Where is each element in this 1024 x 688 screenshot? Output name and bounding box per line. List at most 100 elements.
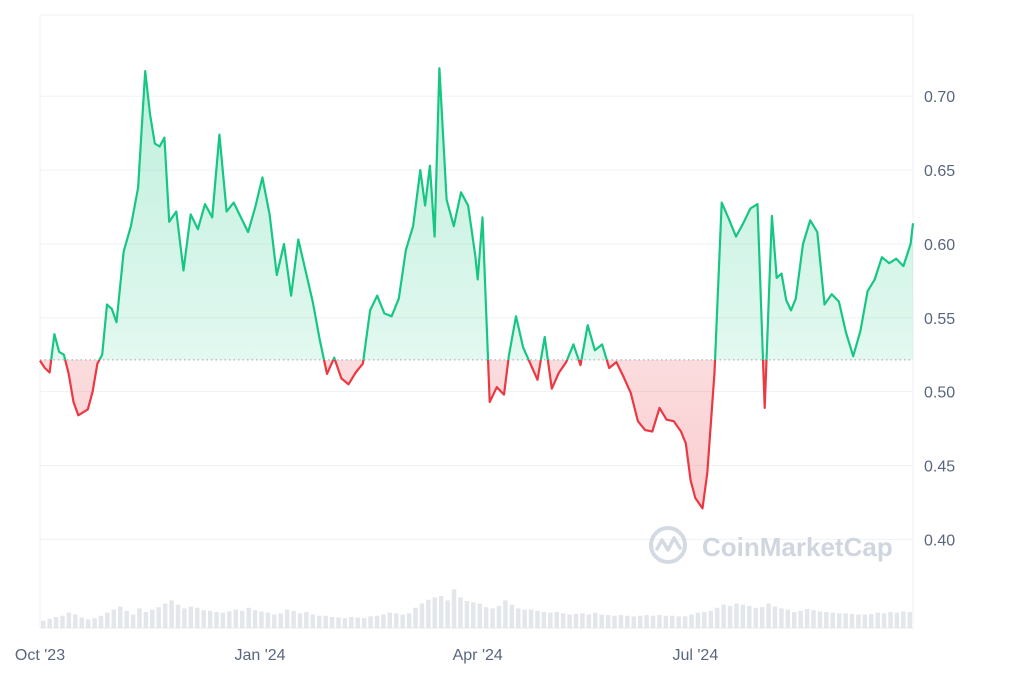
price-point[interactable] [495,385,499,389]
price-point[interactable] [52,332,56,336]
price-point[interactable] [756,202,760,206]
price-point[interactable] [830,292,834,296]
price-point[interactable] [650,430,654,434]
price-point[interactable] [851,354,855,358]
price-point[interactable] [887,261,891,265]
price-point[interactable] [727,217,731,221]
price-point[interactable] [382,311,386,315]
price-point[interactable] [282,242,286,246]
price-point[interactable] [770,214,774,218]
price-point[interactable] [162,136,166,140]
price-point[interactable] [705,471,709,475]
price-point[interactable] [91,390,95,394]
price-point[interactable] [622,375,626,379]
price-point[interactable] [607,366,611,370]
price-point[interactable] [105,303,109,307]
price-point[interactable] [397,297,401,301]
price-point[interactable] [873,277,877,281]
price-point[interactable] [189,212,193,216]
price-point[interactable] [445,198,449,202]
price-point[interactable] [614,360,618,364]
price-point[interactable] [57,350,61,354]
price-point[interactable] [911,221,915,225]
price-point[interactable] [81,410,85,414]
price-point[interactable] [536,378,540,382]
price-point[interactable] [720,201,724,205]
price-point[interactable] [880,255,884,259]
price-point[interactable] [528,362,532,366]
price-point[interactable] [361,362,365,366]
price-point[interactable] [521,345,525,349]
price-point[interactable] [210,215,214,219]
price-point[interactable] [557,371,561,375]
price-point[interactable] [311,300,315,304]
price-point[interactable] [217,133,221,137]
price-point[interactable] [459,190,463,194]
price-point[interactable] [579,363,583,367]
price-point[interactable] [304,269,308,273]
price-point[interactable] [268,212,272,216]
price-point[interactable] [433,235,437,239]
price-point[interactable] [452,224,456,228]
price-point[interactable] [296,238,300,242]
price-point[interactable] [110,307,114,311]
price-point[interactable] [38,359,42,363]
price-point[interactable] [62,353,66,357]
price-point[interactable] [411,224,415,228]
price-point[interactable] [502,393,506,397]
price-point[interactable] [174,210,178,214]
price-point[interactable] [701,506,705,510]
price-point[interactable] [72,400,76,404]
price-point[interactable] [801,242,805,246]
price-point[interactable] [909,242,913,246]
price-point[interactable] [246,230,250,234]
price-point[interactable] [375,294,379,298]
price-point[interactable] [122,249,126,253]
price-point[interactable] [289,294,293,298]
price-point[interactable] [148,112,152,116]
price-point[interactable] [488,400,492,404]
price-point[interactable] [275,273,279,277]
price-point[interactable] [437,66,441,70]
price-point[interactable] [901,264,905,268]
price-point[interactable] [86,407,90,411]
price-point[interactable] [76,413,80,417]
price-point[interactable] [260,176,264,180]
price-point[interactable] [734,235,738,239]
price-point[interactable] [808,218,812,222]
price-point[interactable] [600,342,604,346]
price-point[interactable] [404,248,408,252]
price-point[interactable] [390,314,394,318]
price-point[interactable] [476,277,480,281]
price-point[interactable] [67,372,71,376]
price-point[interactable] [368,308,372,312]
price-point[interactable] [473,254,477,258]
price-point[interactable] [136,186,140,190]
price-point[interactable] [775,276,779,280]
price-point[interactable] [689,478,693,482]
price-point[interactable] [643,428,647,432]
price-point[interactable] [780,272,784,276]
price-point[interactable] [665,418,669,422]
price-point[interactable] [866,289,870,293]
price-point[interactable] [748,207,752,211]
price-point[interactable] [636,419,640,423]
price-point[interactable] [684,441,688,445]
price-point[interactable] [815,230,819,234]
price-point[interactable] [115,320,119,324]
price-point[interactable] [837,300,841,304]
price-point[interactable] [182,269,186,273]
price-point[interactable] [153,142,157,146]
price-point[interactable] [844,331,848,335]
price-point[interactable] [763,406,767,410]
price-point[interactable] [100,353,104,357]
price-point[interactable] [318,338,322,342]
price-point[interactable] [550,387,554,391]
price-point[interactable] [713,371,717,375]
price-point[interactable] [48,371,52,375]
price-point[interactable] [784,298,788,302]
price-point[interactable] [679,430,683,434]
price-point[interactable] [95,362,99,366]
